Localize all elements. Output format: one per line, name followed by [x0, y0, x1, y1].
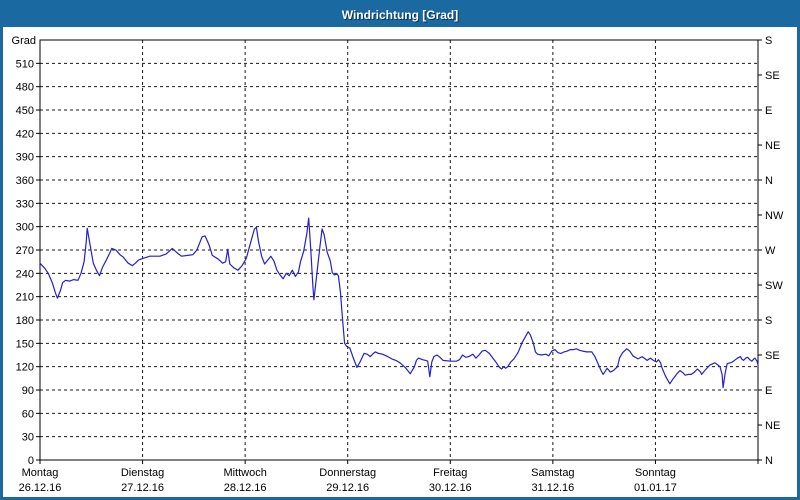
y-right-tick-label: S — [765, 315, 772, 327]
y-right-tick-label: N — [765, 455, 773, 467]
y-left-tick-label: 330 — [16, 198, 34, 210]
x-date-label: 26.12.16 — [19, 482, 62, 494]
y-left-tick-label: 360 — [16, 175, 34, 187]
y-left-tick-label: 30 — [22, 432, 34, 444]
y-right-tick-label: N — [765, 175, 773, 187]
title-bar: Windrichtung [Grad] — [3, 3, 797, 27]
window-title: Windrichtung [Grad] — [341, 8, 459, 22]
x-date-label: 30.12.16 — [429, 482, 472, 494]
y-right-tick-label: S — [765, 35, 772, 47]
y-left-tick-label: 0 — [28, 455, 34, 467]
y-axis-title: Grad — [12, 35, 36, 47]
plot-border — [39, 39, 759, 461]
y-left-tick-label: 390 — [16, 152, 34, 164]
y-right-tick-label: NW — [765, 210, 784, 222]
y-left-tick-label: 510 — [16, 58, 34, 70]
y-right-tick-label: E — [765, 105, 772, 117]
x-day-label: Freitag — [433, 467, 467, 479]
y-left-tick-label: 150 — [16, 338, 34, 350]
y-right-tick-label: NE — [765, 420, 780, 432]
y-right-tick-label: E — [765, 385, 772, 397]
x-day-label: Samstag — [531, 467, 574, 479]
y-right-tick-label: SE — [765, 350, 780, 362]
x-date-label: 28.12.16 — [224, 482, 267, 494]
x-day-label: Sonntag — [635, 467, 676, 479]
x-date-label: 01.01.17 — [634, 482, 677, 494]
y-right-tick-label: SW — [765, 280, 783, 292]
x-date-label: 27.12.16 — [121, 482, 164, 494]
x-day-label: Donnerstag — [319, 467, 376, 479]
wind-direction-line — [39, 217, 759, 389]
x-day-label: Dienstag — [121, 467, 164, 479]
y-left-tick-label: 480 — [16, 82, 34, 94]
y-left-tick-label: 120 — [16, 362, 34, 374]
y-left-tick-label: 450 — [16, 105, 34, 117]
x-date-label: 31.12.16 — [531, 482, 574, 494]
y-left-tick-label: 90 — [22, 385, 34, 397]
y-left-tick-label: 240 — [16, 268, 34, 280]
y-left-tick-label: 270 — [16, 245, 34, 257]
x-day-label: Mittwoch — [223, 467, 266, 479]
y-left-tick-label: 210 — [16, 292, 34, 304]
x-date-label: 29.12.16 — [326, 482, 369, 494]
x-day-label: Montag — [22, 467, 59, 479]
y-left-tick-label: 180 — [16, 315, 34, 327]
y-right-tick-label: SE — [765, 70, 780, 82]
y-left-tick-label: 420 — [16, 128, 34, 140]
y-right-tick-label: NE — [765, 140, 780, 152]
y-left-tick-label: 300 — [16, 222, 34, 234]
y-left-tick-label: 60 — [22, 408, 34, 420]
y-right-tick-label: W — [765, 245, 776, 257]
